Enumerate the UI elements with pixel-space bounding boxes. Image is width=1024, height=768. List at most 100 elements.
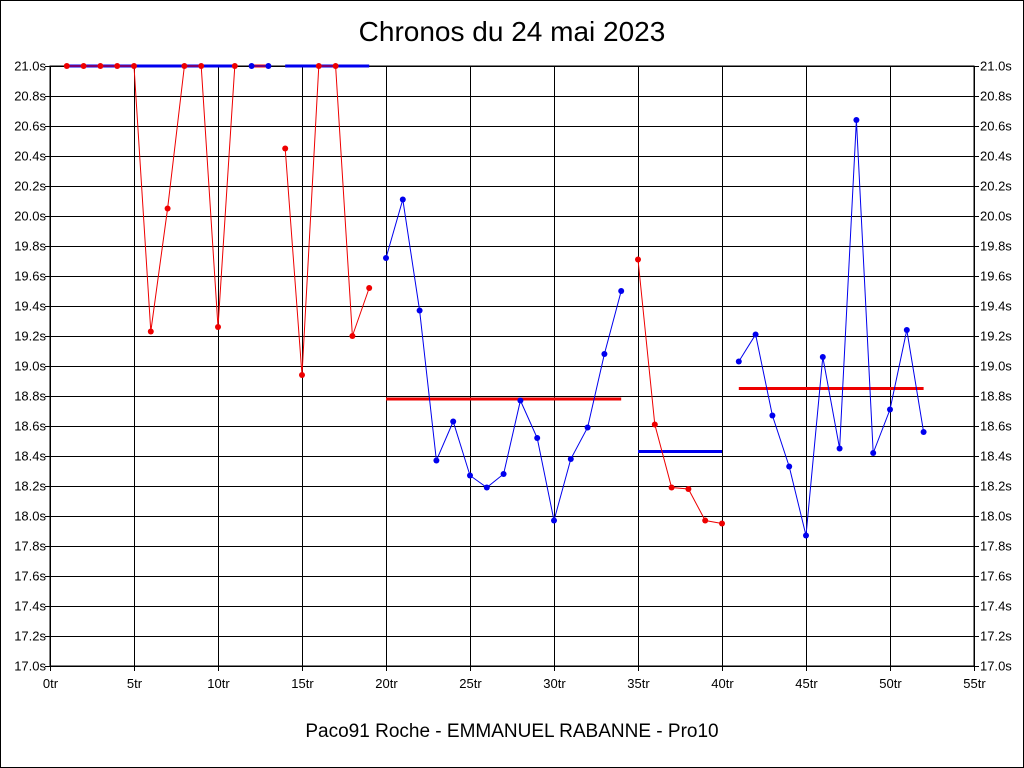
data-point [383, 255, 389, 261]
x-tick-label: 0tr [43, 676, 59, 691]
y-tick-label-right: 20.4s [980, 149, 1012, 164]
data-point [433, 457, 440, 464]
data-point [349, 333, 356, 339]
data-point [315, 63, 322, 69]
y-tick-label-left: 19.6s [14, 269, 46, 284]
data-point [601, 351, 608, 357]
y-tick-label-left: 19.8s [14, 239, 46, 254]
data-point [483, 484, 490, 491]
y-tick-label-left: 21.0s [14, 59, 46, 74]
y-tick-label-left: 20.4s [14, 149, 46, 164]
data-point [131, 63, 137, 69]
data-point [500, 471, 507, 477]
data-point [668, 484, 675, 491]
y-tick-label-left: 17.2s [14, 629, 46, 644]
data-point [299, 372, 305, 378]
y-tick-label-left: 17.0s [14, 659, 46, 674]
data-point [97, 63, 104, 69]
x-tick-label: 25tr [459, 676, 482, 691]
y-tick-label-right: 18.4s [980, 449, 1012, 464]
series-line-4 [637, 259, 723, 524]
x-tick-label: 10tr [207, 676, 230, 691]
chart-footer: Paco91 Roche - EMMANUEL RABANNE - Pro10 [305, 721, 719, 742]
y-tick-label-left: 20.6s [14, 119, 46, 134]
axes: 17.0s 17.0s 17.2s 17.2s 17.4s 17.4s 17.6s 17.6s… [14, 59, 1012, 692]
data-point [551, 517, 557, 524]
y-tick-label-right: 19.8s [980, 239, 1012, 254]
y-tick-label-right: 20.2s [980, 179, 1012, 194]
data-point [63, 63, 70, 69]
x-tick-label: 55tr [963, 676, 986, 691]
y-tick-label-left: 18.0s [14, 509, 46, 524]
data-point [147, 328, 154, 335]
data-point [181, 63, 188, 69]
data-point [164, 205, 171, 212]
data-point [198, 63, 205, 69]
data-point [416, 307, 423, 314]
data-point [114, 63, 121, 69]
data-point [853, 117, 860, 123]
x-tick-label: 30tr [543, 676, 566, 691]
data-point [534, 435, 541, 441]
y-tick-label-right: 17.6s [980, 569, 1012, 584]
y-tick-label-right: 18.2s [980, 479, 1012, 494]
x-tick-label: 15tr [291, 676, 314, 691]
y-tick-label-right: 17.2s [980, 629, 1012, 644]
y-tick-label-right: 19.4s [980, 299, 1012, 314]
y-tick-label-left: 20.8s [14, 89, 46, 104]
y-tick-label-right: 19.0s [980, 359, 1012, 374]
y-tick-label-right: 17.8s [980, 539, 1012, 554]
series-line-2 [284, 65, 370, 376]
mean-lines [66, 64, 924, 453]
y-tick-label-left: 20.2s [14, 179, 46, 194]
grid [50, 66, 975, 667]
y-tick-label-right: 19.6s [980, 269, 1012, 284]
y-tick-label-right: 20.0s [980, 209, 1012, 224]
x-tick-label: 20tr [375, 676, 398, 691]
data-point [903, 327, 910, 333]
data-point [618, 288, 625, 294]
y-tick-label-left: 19.0s [14, 359, 46, 374]
data-point [399, 196, 406, 203]
data-point [769, 412, 776, 419]
y-tick-label-right: 17.0s [980, 659, 1012, 674]
data-point [80, 63, 87, 69]
data-point [735, 358, 742, 365]
data-point [752, 331, 759, 338]
data-point [282, 145, 289, 152]
data-point [920, 429, 927, 435]
series-points [63, 63, 927, 539]
y-tick-label-right: 19.2s [980, 329, 1012, 344]
y-tick-label-right: 18.0s [980, 509, 1012, 524]
data-point [450, 418, 457, 425]
x-tick-label: 35tr [627, 676, 650, 691]
series-lines [66, 65, 925, 536]
data-point [567, 456, 574, 462]
y-tick-label-right: 20.8s [980, 89, 1012, 104]
y-tick-label-right: 18.8s [980, 389, 1012, 404]
x-tick-label: 45tr [795, 676, 818, 691]
y-tick-label-left: 17.8s [14, 539, 46, 554]
y-tick-label-left: 17.4s [14, 599, 46, 614]
series-line-0 [66, 65, 236, 332]
data-point [265, 63, 272, 69]
series-line-5 [738, 119, 925, 536]
y-tick-label-left: 18.2s [14, 479, 46, 494]
data-point [231, 63, 238, 69]
y-tick-label-right: 21.0s [980, 59, 1012, 74]
data-point [215, 324, 221, 330]
data-point [702, 517, 709, 524]
data-point [467, 472, 473, 479]
y-tick-label-left: 18.4s [14, 449, 46, 464]
chart-title: Chronos du 24 mai 2023 [358, 16, 666, 47]
data-point [887, 406, 893, 413]
data-point [786, 463, 793, 470]
y-tick-label-left: 20.0s [14, 209, 46, 224]
y-tick-label-left: 19.2s [14, 329, 46, 344]
data-point [332, 63, 339, 69]
x-tick-label: 40tr [711, 676, 734, 691]
y-tick-label-left: 17.6s [14, 569, 46, 584]
data-point [584, 424, 591, 431]
